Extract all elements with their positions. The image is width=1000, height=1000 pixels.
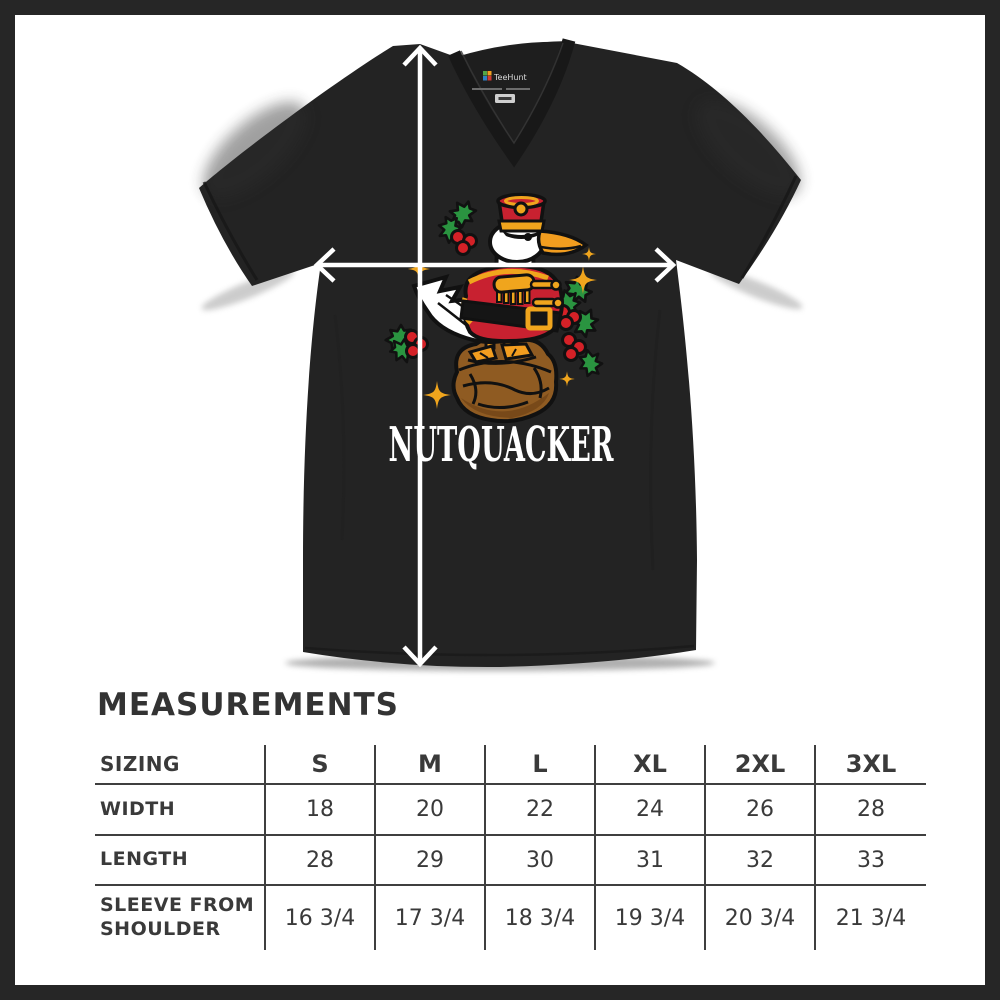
tshirt-graphic: TeeHunt (199, 38, 801, 668)
size-col-header: S (266, 745, 376, 783)
size-col-header: 3XL (845, 750, 897, 778)
table-cell: 28 (816, 783, 926, 834)
table-cell: 29 (376, 834, 486, 884)
table-cell: 21 3/4 (816, 884, 926, 950)
table-cell: 31 (596, 834, 706, 884)
brand-label: TeeHunt (472, 71, 530, 103)
row-label: SLEEVE FROM SHOULDER (95, 884, 266, 950)
fabric-shading (202, 99, 800, 657)
table-cell: 30 (486, 834, 596, 884)
epaulette (492, 273, 536, 305)
brand-logo-icon (483, 71, 487, 76)
tshirt-photo: TeeHunt (199, 38, 803, 671)
sizing-header: SIZING (95, 745, 266, 783)
belt-buckle (525, 306, 553, 331)
brand-name: TeeHunt (493, 73, 527, 82)
table-cell: 33 (816, 834, 926, 884)
table-cell: 24 (596, 783, 706, 834)
size-table: SIZING S M L XL 2XL 3XL WIDTH 18 20 22 2… (95, 745, 926, 950)
width-arrow (313, 247, 677, 283)
collar-edge-highlight (460, 42, 564, 145)
nutquacker-duck-graphic: NUTQUACKER (384, 192, 615, 473)
table-cell: 32 (706, 834, 816, 884)
design-title: NUTQUACKER (389, 417, 615, 473)
row-label: WIDTH (95, 783, 266, 834)
table-cell: 18 3/4 (486, 884, 596, 950)
table-cell: 17 3/4 (376, 884, 486, 950)
size-col-header: 2XL (706, 745, 816, 783)
table-cell: 20 3/4 (706, 884, 816, 950)
size-col-header: XL (596, 745, 706, 783)
nutcracker-jacket (459, 263, 564, 344)
measurements-title: MEASUREMENTS (97, 687, 400, 723)
row-label: LENGTH (95, 834, 266, 884)
braid-buttons (529, 279, 564, 309)
table-cell: 20 (376, 783, 486, 834)
collar-band (448, 38, 576, 168)
table-cell: 18 (266, 783, 376, 834)
length-arrow (402, 44, 438, 668)
table-cell: 22 (486, 783, 596, 834)
table-cell: 28 (266, 834, 376, 884)
table-cell: 16 3/4 (266, 884, 376, 950)
table-cell: 26 (706, 783, 816, 834)
nutcracker-hat (496, 192, 547, 239)
size-col-header: M (376, 745, 486, 783)
table-cell: 19 3/4 (596, 884, 706, 950)
size-col-header: L (486, 745, 596, 783)
